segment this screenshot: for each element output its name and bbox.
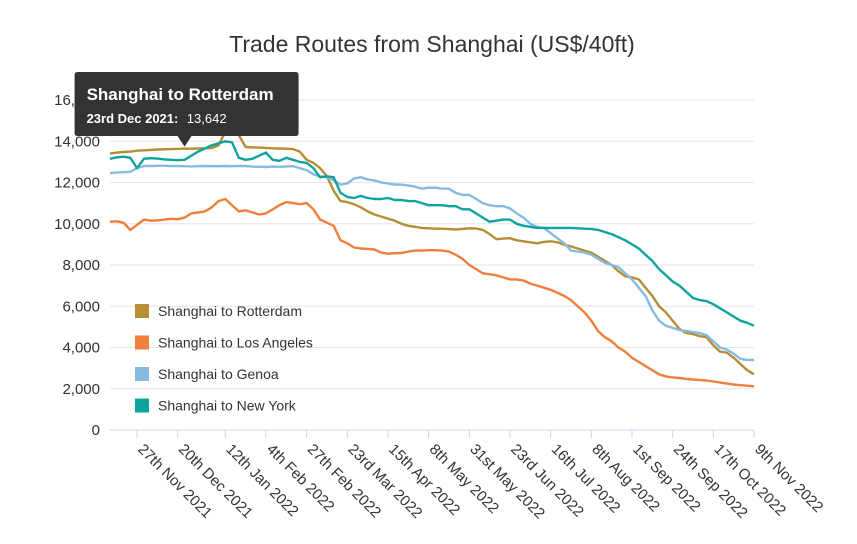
y-tick-label: 10,000 (54, 216, 100, 233)
legend-label[interactable]: Shanghai to Los Angeles (158, 335, 313, 351)
y-tick-label: 12,000 (54, 175, 100, 192)
legend-swatch[interactable] (135, 304, 149, 318)
y-tick-label: 6,000 (62, 298, 100, 315)
tooltip-box (74, 72, 299, 147)
tooltip-title: Shanghai to Rotterdam (87, 85, 274, 104)
y-tick-label: 0 (92, 422, 100, 439)
tooltip: Shanghai to Rotterdam 23rd Dec 2021: 13,… (74, 72, 299, 147)
series-line-0[interactable] (109, 128, 755, 376)
tooltip-value: 13,642 (187, 111, 227, 126)
y-tick-label: 2,000 (62, 381, 100, 398)
legend: Shanghai to Rotterdam Shanghai to Los Ang… (135, 303, 313, 414)
y-axis: 02,0004,0006,0008,00010,00012,00014,0001… (54, 92, 100, 439)
legend-swatch[interactable] (135, 335, 149, 350)
legend-label[interactable]: Shanghai to Rotterdam (158, 303, 302, 319)
chart-title: Trade Routes from Shanghai (US$/40ft) (229, 31, 635, 57)
series-line-3[interactable] (109, 140, 755, 327)
tooltip-date: 23rd Dec 2021: (87, 111, 179, 126)
legend-swatch[interactable] (135, 367, 149, 381)
legend-label[interactable]: Shanghai to New York (158, 398, 297, 414)
y-tick-label: 4,000 (62, 340, 100, 357)
tooltip-line: 23rd Dec 2021: 13,642 (87, 110, 227, 127)
series-lines (109, 128, 755, 388)
series-line-1[interactable] (109, 197, 755, 388)
legend-label[interactable]: Shanghai to Genoa (158, 366, 279, 382)
y-tick-label: 8,000 (62, 257, 100, 274)
x-tick-label: 27th Nov 2021 (134, 441, 215, 522)
legend-swatch[interactable] (135, 398, 149, 413)
grid (110, 99, 754, 431)
series-line-2[interactable] (109, 164, 754, 362)
y-tick-label: 14,000 (54, 133, 100, 150)
